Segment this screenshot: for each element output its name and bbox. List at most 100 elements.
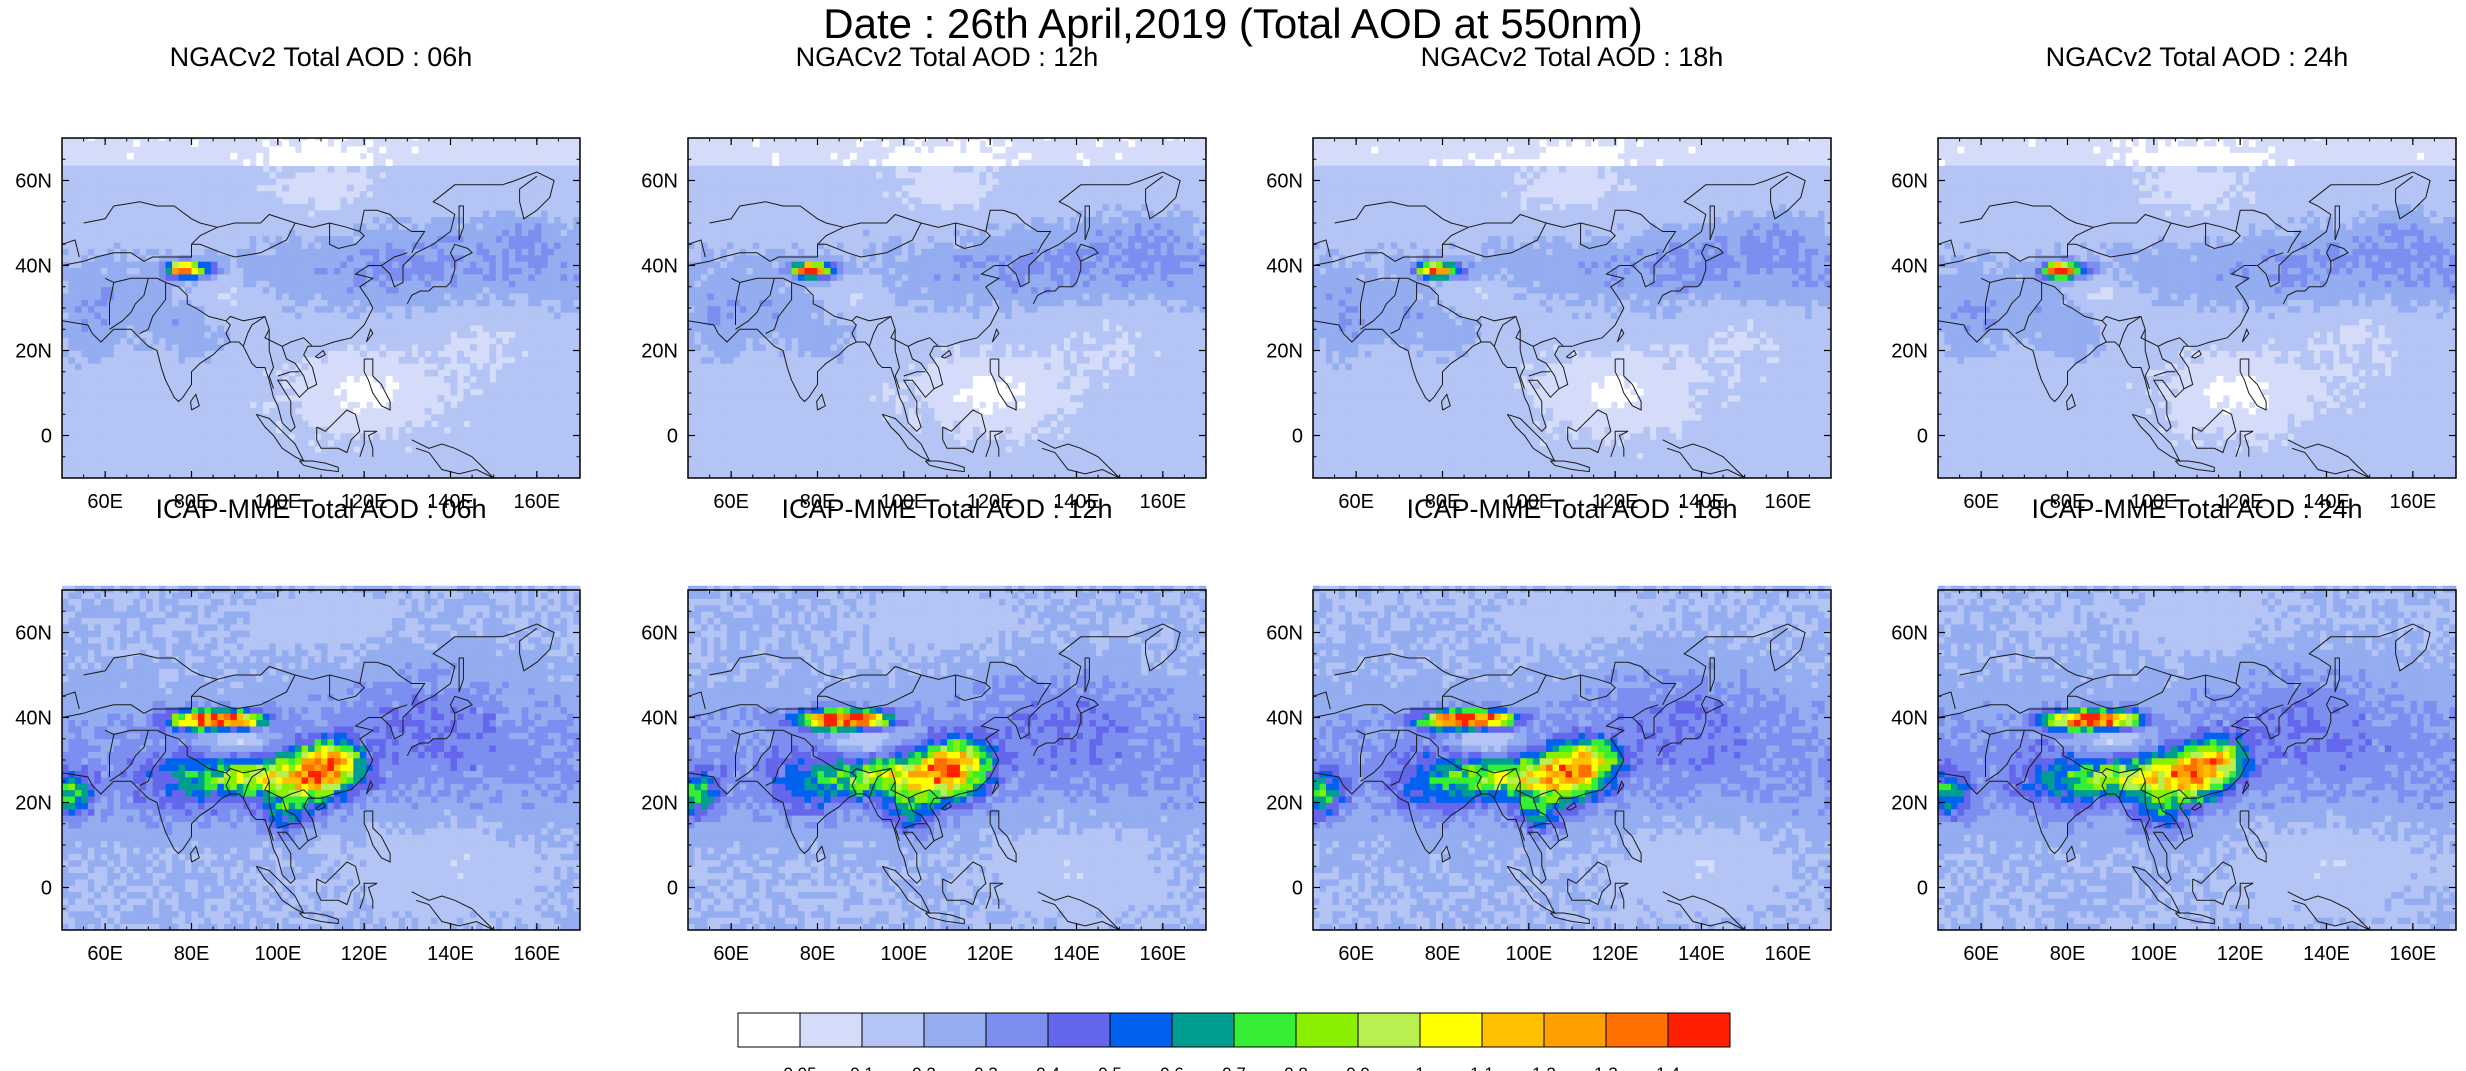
colorbar-label: 0.7 bbox=[1222, 1064, 1246, 1071]
lat-tick-label: 40N bbox=[1891, 256, 1928, 278]
lon-tick-label: 140E bbox=[1678, 943, 1725, 965]
lat-tick-label: 40N bbox=[15, 256, 52, 278]
map-plot: 60N 40N 20N 0 60E 80E 100E 120E 140E 160E bbox=[15, 585, 581, 965]
map-plot: 60N 40N 20N 0 60E 80E 100E 120E 140E 160E bbox=[641, 585, 1207, 965]
lon-tick-label: 140E bbox=[1053, 943, 1100, 965]
aod-field bbox=[688, 585, 1207, 931]
lon-tick-label: 100E bbox=[1505, 943, 1552, 965]
lon-tick-label: 140E bbox=[2303, 943, 2350, 965]
colorbar-swatch bbox=[1233, 1012, 1297, 1048]
panel-title: ICAP-MME Total AOD : 24h bbox=[1938, 492, 2456, 526]
lon-tick-label: 60E bbox=[87, 943, 123, 965]
colorbar-label: 0.8 bbox=[1284, 1064, 1308, 1071]
lat-tick-label: 20N bbox=[1891, 341, 1928, 363]
lat-tick-label: 60N bbox=[641, 171, 678, 193]
lon-tick-label: 60E bbox=[1963, 491, 1999, 513]
lat-tick-label: 0 bbox=[41, 878, 52, 900]
plot-frame bbox=[687, 589, 1207, 931]
colorbar-label: 0.9 bbox=[1346, 1064, 1370, 1071]
coastlines bbox=[687, 623, 1181, 931]
coastlines bbox=[1312, 171, 1806, 479]
lon-tick-label: 100E bbox=[1505, 491, 1552, 513]
plot-frame bbox=[687, 137, 1207, 479]
lon-tick-label: 60E bbox=[713, 943, 749, 965]
lat-tick-label: 0 bbox=[1292, 426, 1303, 448]
colorbar-swatch bbox=[1109, 1012, 1173, 1048]
aod-field bbox=[62, 585, 581, 931]
colorbar-label: 0.4 bbox=[1036, 1064, 1060, 1071]
lon-tick-label: 60E bbox=[713, 491, 749, 513]
lat-tick-label: 20N bbox=[1891, 793, 1928, 815]
lat-tick-label: 0 bbox=[1292, 878, 1303, 900]
lon-tick-label: 80E bbox=[800, 491, 836, 513]
lon-tick-label: 160E bbox=[513, 943, 560, 965]
lon-tick-label: 120E bbox=[341, 943, 388, 965]
colorbar-label: 1.2 bbox=[1532, 1064, 1556, 1071]
lat-tick-label: 0 bbox=[41, 426, 52, 448]
lat-tick-label: 60N bbox=[1266, 171, 1303, 193]
colorbar-label: 0.5 bbox=[1098, 1064, 1122, 1071]
colorbar-swatch bbox=[1543, 1012, 1607, 1048]
lat-tick-label: 0 bbox=[1917, 878, 1928, 900]
colorbar-label: 1.3 bbox=[1594, 1064, 1618, 1071]
lon-tick-label: 60E bbox=[1963, 943, 1999, 965]
aod-field bbox=[1938, 585, 2457, 931]
lon-tick-label: 80E bbox=[2050, 491, 2086, 513]
panel-title: ICAP-MME Total AOD : 12h bbox=[688, 492, 1206, 526]
lon-tick-label: 120E bbox=[967, 943, 1014, 965]
lat-tick-label: 20N bbox=[15, 793, 52, 815]
lon-tick-label: 160E bbox=[1764, 943, 1811, 965]
colorbar-swatch bbox=[1047, 1012, 1111, 1048]
lon-tick-label: 60E bbox=[87, 491, 123, 513]
colorbar-swatch bbox=[1419, 1012, 1483, 1048]
colorbar-swatch bbox=[1605, 1012, 1669, 1048]
lon-tick-label: 100E bbox=[880, 943, 927, 965]
lat-tick-label: 0 bbox=[1917, 426, 1928, 448]
lat-tick-label: 60N bbox=[641, 623, 678, 645]
lon-tick-label: 160E bbox=[1764, 491, 1811, 513]
colorbar-swatch bbox=[1295, 1012, 1359, 1048]
colorbar-swatch bbox=[1357, 1012, 1421, 1048]
lon-tick-label: 100E bbox=[2130, 943, 2177, 965]
colorbar-label: 1.4 bbox=[1656, 1064, 1680, 1071]
lon-tick-label: 160E bbox=[1139, 943, 1186, 965]
lon-tick-label: 100E bbox=[254, 491, 301, 513]
colorbar-swatch bbox=[923, 1012, 987, 1048]
lon-tick-label: 100E bbox=[880, 491, 927, 513]
colorbar-swatch bbox=[799, 1012, 863, 1048]
map-plot: 60N 40N 20N 0 60E 80E 100E 120E 140E 160E bbox=[1266, 133, 1832, 513]
panel-title: ICAP-MME Total AOD : 18h bbox=[1313, 492, 1831, 526]
lat-tick-label: 60N bbox=[15, 171, 52, 193]
plot-frame bbox=[1312, 137, 1832, 479]
aod-field bbox=[1313, 585, 1832, 931]
colorbar-label: 0.1 bbox=[850, 1064, 874, 1071]
lat-tick-label: 20N bbox=[15, 341, 52, 363]
lon-tick-label: 140E bbox=[427, 943, 474, 965]
lat-tick-label: 40N bbox=[1891, 708, 1928, 730]
map-plot: 60N 40N 20N 0 60E 80E 100E 120E 140E 160E bbox=[1891, 133, 2457, 513]
lon-tick-label: 120E bbox=[2217, 943, 2264, 965]
lat-tick-label: 40N bbox=[15, 708, 52, 730]
lon-tick-label: 120E bbox=[1592, 491, 1639, 513]
lat-tick-label: 60N bbox=[1266, 623, 1303, 645]
map-plot: 60N 40N 20N 0 60E 80E 100E 120E 140E 160E bbox=[1266, 585, 1832, 965]
lat-tick-label: 40N bbox=[641, 708, 678, 730]
lon-tick-label: 80E bbox=[1425, 491, 1461, 513]
lon-tick-label: 160E bbox=[1139, 491, 1186, 513]
plot-frame bbox=[1937, 137, 2457, 479]
lon-tick-label: 100E bbox=[2130, 491, 2177, 513]
colorbar-label: 0.2 bbox=[912, 1064, 936, 1071]
colorbar-label: 1.1 bbox=[1470, 1064, 1494, 1071]
figure-title: Date : 26th April,2019 (Total AOD at 550… bbox=[0, 0, 2466, 48]
lat-tick-label: 60N bbox=[15, 623, 52, 645]
lon-tick-label: 140E bbox=[2303, 491, 2350, 513]
aod-field bbox=[1313, 133, 1832, 479]
colorbar-swatch bbox=[985, 1012, 1049, 1048]
lon-tick-label: 60E bbox=[1338, 943, 1374, 965]
map-plot: 60N 40N 20N 0 60E 80E 100E 120E 140E 160E bbox=[1891, 585, 2457, 965]
